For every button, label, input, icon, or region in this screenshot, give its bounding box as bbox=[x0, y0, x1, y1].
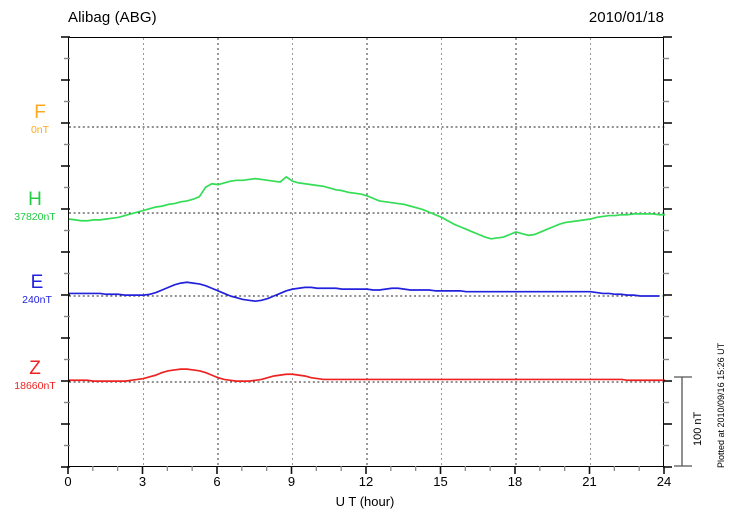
component-label-h: H 37820nT bbox=[2, 190, 68, 223]
x-tick-label-21: 21 bbox=[582, 474, 597, 489]
component-letter-f: F bbox=[34, 102, 46, 123]
x-tick-label-0: 0 bbox=[64, 474, 72, 489]
component-baseline-h: 37820nT bbox=[14, 211, 56, 223]
x-tick-label-3: 3 bbox=[138, 474, 147, 489]
plot-area bbox=[68, 37, 665, 468]
component-label-e: E 240nT bbox=[6, 273, 68, 306]
component-letter-z: Z bbox=[29, 358, 41, 379]
component-baseline-e: 240nT bbox=[22, 294, 52, 306]
component-letter-h: H bbox=[28, 189, 42, 210]
x-tick-label-6: 6 bbox=[213, 474, 221, 489]
y-axis-ticks-right bbox=[663, 36, 672, 468]
x-tick-label-9: 9 bbox=[287, 474, 296, 489]
component-label-z: Z 18660nT bbox=[2, 359, 68, 392]
x-axis-ticks bbox=[67, 466, 665, 474]
scale-bar-label: 100 nT bbox=[692, 411, 704, 446]
x-tick-label-15: 15 bbox=[433, 474, 448, 489]
station-title: Alibag (ABG) bbox=[68, 9, 157, 26]
plotted-timestamp: Plotted at 2010/09/16 15:26 UT bbox=[716, 342, 726, 468]
scale-bar bbox=[674, 376, 692, 467]
component-label-f: F 0nT bbox=[12, 103, 68, 136]
component-baseline-z: 18660nT bbox=[14, 380, 56, 392]
x-tick-label-24: 24 bbox=[656, 474, 672, 489]
observation-date: 2010/01/18 bbox=[588, 9, 664, 26]
component-baseline-f: 0nT bbox=[30, 124, 50, 136]
x-tick-label-12: 12 bbox=[358, 474, 374, 489]
component-letter-e: E bbox=[30, 272, 44, 293]
x-tick-label-18: 18 bbox=[507, 474, 523, 489]
magnetogram-svg bbox=[69, 38, 665, 468]
x-axis-title: U T (hour) bbox=[335, 494, 395, 509]
y-axis-ticks bbox=[61, 36, 70, 468]
